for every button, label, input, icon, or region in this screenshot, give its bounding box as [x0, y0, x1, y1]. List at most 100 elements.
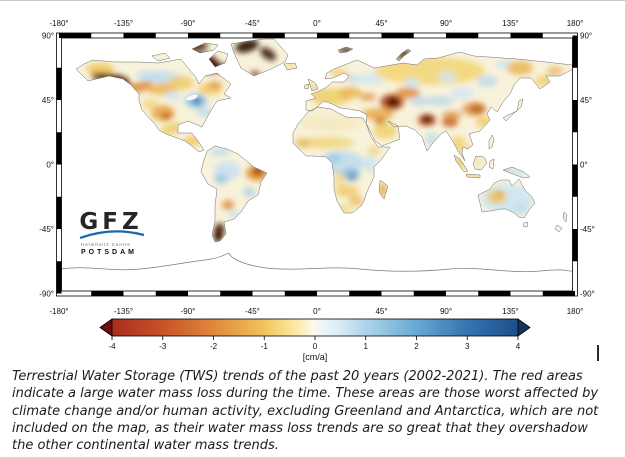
- tws-trend-blob: [362, 108, 394, 120]
- tws-trend-blob: [360, 93, 376, 101]
- colorbar-ticks: -4 -3 -2 -1 0 1 2 3 4: [108, 336, 521, 351]
- lat-label-left: -45°: [39, 225, 54, 234]
- lat-label-left: 0°: [46, 161, 54, 170]
- tws-trend-blob: [396, 87, 420, 99]
- tws-trend-blob: [192, 97, 202, 105]
- lakes-layer: [186, 94, 198, 101]
- tws-trend-blob: [547, 66, 563, 76]
- lon-label-top: 90°: [440, 19, 452, 28]
- colorbar-gradient-bar: [111, 318, 519, 337]
- lon-label-top: 0°: [313, 19, 321, 28]
- gfz-logo-swoosh-icon: [79, 230, 145, 240]
- tws-trend-blob: [208, 81, 222, 89]
- tws-trend-blob: [442, 117, 458, 127]
- tws-trend-blob: [426, 96, 454, 106]
- tws-map-figure: -180° -180° -135° -135° -90° -90° -45° -45° 0° 0°…: [0, 1, 625, 366]
- tws-trend-blob: [302, 137, 354, 149]
- colorbar-tick-label: -2: [210, 342, 218, 351]
- lat-label-left: 90°: [42, 32, 54, 41]
- figure-caption: Terrestrial Water Storage (TWS) trends o…: [12, 369, 599, 454]
- great-lakes: [186, 94, 198, 101]
- tws-trend-blob: [462, 102, 486, 116]
- tws-trend-blob: [373, 123, 397, 139]
- lat-label-right: 45°: [580, 96, 592, 105]
- colorbar-tick-label: -4: [108, 342, 116, 351]
- tws-trend-blob: [438, 72, 456, 82]
- lon-label-bottom: 135°: [502, 307, 519, 316]
- lon-label-top: -135°: [114, 19, 133, 28]
- lon-label-top: -90°: [181, 19, 196, 28]
- tws-trend-blob: [507, 61, 533, 75]
- lon-label-top: 45°: [375, 19, 387, 28]
- lon-label-top: -180°: [49, 19, 68, 28]
- tws-trend-blob: [374, 117, 386, 125]
- text-caret: [597, 345, 599, 361]
- tws-trend-blob: [375, 57, 485, 85]
- tws-trend-blob: [260, 47, 276, 61]
- antarctica-coastline: [59, 252, 575, 273]
- tws-trend-blob: [335, 185, 359, 197]
- tws-trend-blob: [243, 187, 255, 197]
- tws-trend-blob: [295, 138, 311, 148]
- lon-label-bottom: 45°: [375, 307, 387, 316]
- tws-trend-blob: [495, 191, 503, 197]
- colorbar: -4 -3 -2 -1 0 1 2 3 4 [cm/a]: [99, 318, 531, 362]
- tws-trend-blob: [368, 146, 380, 156]
- lon-label-bottom: 90°: [440, 307, 452, 316]
- tws-trend-map-svg: -180° -180° -135° -135° -90° -90° -45° -45° 0° 0°…: [0, 1, 625, 366]
- tws-trend-blob: [357, 73, 385, 85]
- tws-trend-blob: [326, 153, 342, 163]
- tws-trend-blob: [165, 91, 181, 101]
- gfz-logo-institute: Helmholtz Centre: [81, 242, 131, 247]
- tws-trend-blob: [404, 78, 420, 88]
- colorbar-tick-label: 0: [313, 342, 318, 351]
- tws-trend-blob: [235, 39, 259, 53]
- colorbar-unit-label: [cm/a]: [303, 352, 328, 362]
- tws-trend-blob: [210, 148, 230, 156]
- tws-trend-blob: [512, 203, 528, 215]
- tws-trend-blob: [161, 112, 171, 120]
- lon-label-bottom: -180°: [49, 307, 68, 316]
- tws-trend-blob: [214, 233, 222, 242]
- lat-label-right: -90°: [580, 290, 595, 299]
- lon-label-top: 180°: [567, 19, 584, 28]
- gfz-logo: GFZ Helmholtz Centre POTSDAM: [79, 209, 145, 256]
- tws-trend-blob: [284, 64, 296, 70]
- tws-trend-blob: [222, 200, 234, 210]
- tws-trend-blob: [168, 76, 194, 90]
- colorbar-tick-label: 3: [465, 342, 470, 351]
- lat-label-right: 90°: [580, 32, 592, 41]
- lon-label-top: -45°: [245, 19, 260, 28]
- tws-trend-blob: [387, 97, 399, 107]
- tws-trend-blob: [442, 111, 462, 119]
- colorbar-tick-label: -3: [159, 342, 167, 351]
- tws-trend-blob: [396, 49, 410, 61]
- tws-trend-blob: [338, 87, 362, 99]
- tws-trend-blob: [473, 156, 487, 168]
- tws-trend-blob: [422, 115, 432, 123]
- tws-trend-blob: [450, 87, 474, 99]
- colorbar-tick-label: 1: [364, 342, 369, 351]
- tws-trend-blob: [86, 63, 114, 75]
- tws-trend-blob: [410, 96, 430, 106]
- gfz-logo-city: POTSDAM: [81, 249, 137, 256]
- map-frame: [56, 32, 578, 297]
- lon-label-bottom: -45°: [245, 307, 260, 316]
- lat-label-left: 45°: [42, 96, 54, 105]
- lat-label-right: -45°: [580, 225, 595, 234]
- tws-trend-blob: [349, 196, 363, 206]
- axis-labels: -180° -180° -135° -135° -90° -90° -45° -45° 0° 0°…: [39, 19, 595, 316]
- lon-label-bottom: 180°: [567, 307, 584, 316]
- colorbar-tick-label: 2: [414, 342, 419, 351]
- tws-trend-blob: [334, 171, 346, 187]
- tws-trend-blob: [142, 99, 158, 109]
- tws-trend-blob: [379, 182, 387, 198]
- tws-trend-blob: [346, 75, 360, 83]
- tws-trend-blob: [342, 168, 360, 180]
- lon-label-top: 135°: [502, 19, 519, 28]
- tws-trend-blob: [477, 75, 497, 87]
- lat-label-right: 0°: [580, 161, 588, 170]
- tws-trend-blob: [300, 114, 360, 132]
- lon-label-bottom: 0°: [313, 307, 321, 316]
